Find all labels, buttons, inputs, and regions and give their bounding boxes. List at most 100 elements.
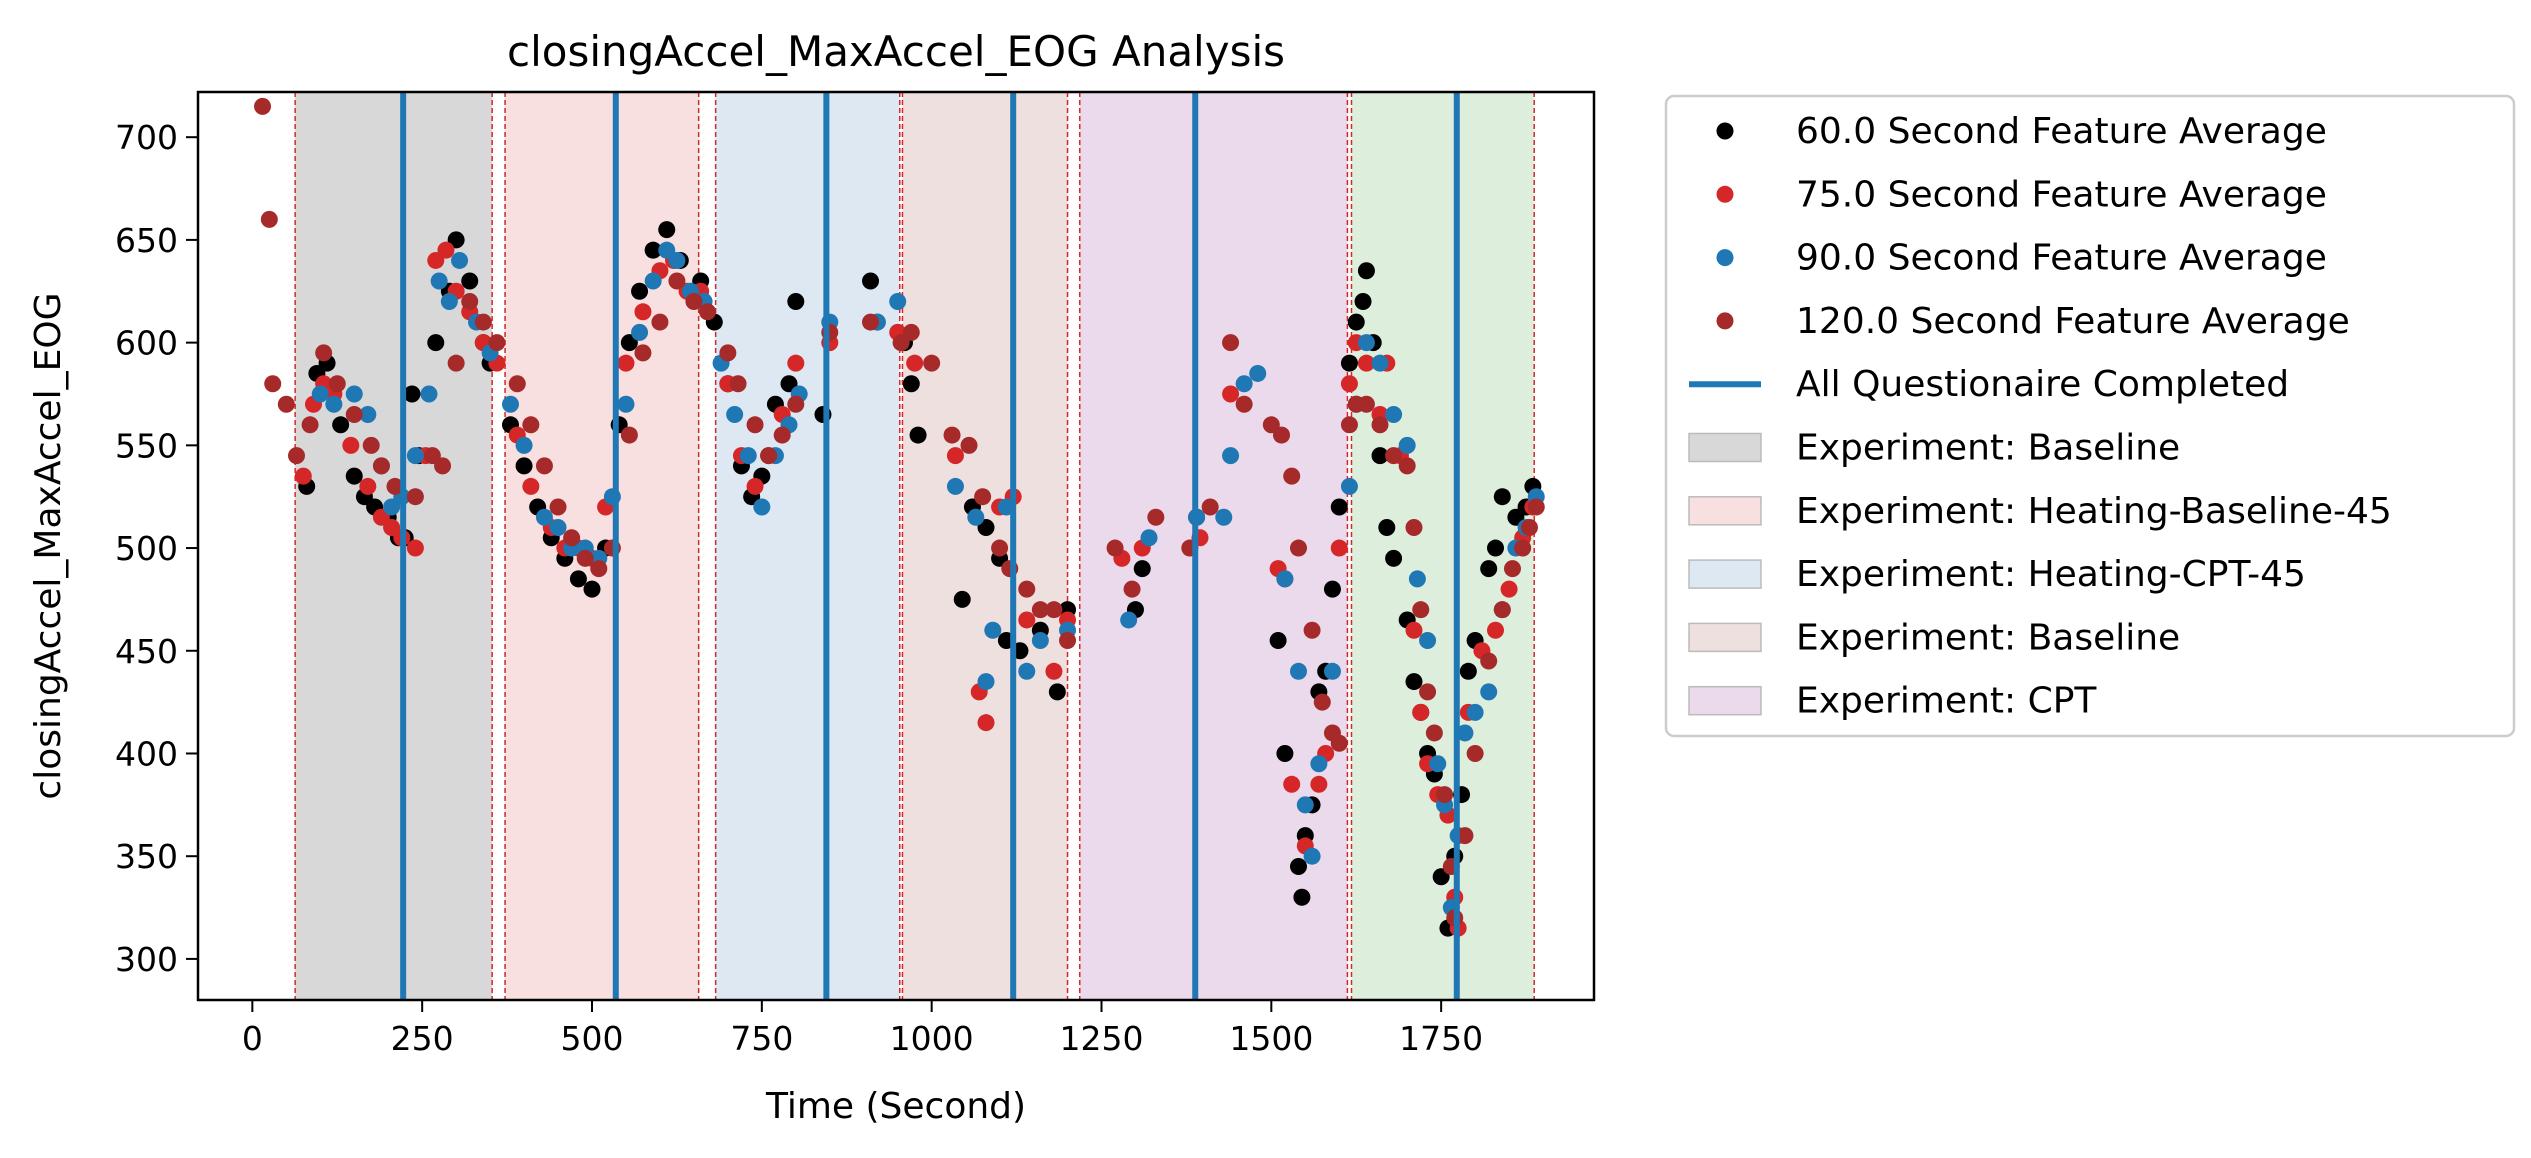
data-point bbox=[773, 426, 791, 444]
data-point bbox=[345, 385, 363, 403]
data-point bbox=[1340, 477, 1358, 495]
data-point bbox=[1289, 662, 1307, 680]
data-point bbox=[1269, 631, 1287, 649]
data-point bbox=[342, 436, 360, 454]
data-point bbox=[1330, 539, 1348, 557]
data-point bbox=[620, 426, 638, 444]
legend-label-series-1: 75.0 Second Feature Average bbox=[1796, 174, 2327, 215]
data-point bbox=[909, 426, 927, 444]
data-point bbox=[569, 570, 587, 588]
data-point bbox=[746, 416, 764, 434]
data-point bbox=[634, 303, 652, 321]
data-point bbox=[1045, 662, 1063, 680]
data-point bbox=[1330, 734, 1348, 752]
data-point bbox=[631, 323, 649, 341]
data-point bbox=[1371, 416, 1389, 434]
legend-marker-2 bbox=[1716, 249, 1734, 267]
experiment-region-2 bbox=[715, 92, 900, 1000]
data-point bbox=[549, 519, 567, 537]
experiment-regions bbox=[295, 92, 1535, 1000]
y-tick-label: 650 bbox=[115, 221, 178, 260]
legend-label-region-4: Experiment: CPT bbox=[1796, 681, 2097, 722]
data-point bbox=[1276, 744, 1294, 762]
experiment-region-5 bbox=[1351, 92, 1535, 1000]
data-point bbox=[501, 395, 519, 413]
data-point bbox=[902, 323, 920, 341]
data-point bbox=[1514, 539, 1532, 557]
data-point bbox=[685, 293, 703, 311]
legend-marker-1 bbox=[1716, 185, 1734, 203]
data-point bbox=[1357, 334, 1375, 352]
data-point bbox=[889, 293, 907, 311]
data-point bbox=[719, 344, 737, 362]
legend-label-series-0: 60.0 Second Feature Average bbox=[1796, 111, 2327, 152]
data-point bbox=[1466, 703, 1484, 721]
data-point bbox=[359, 477, 377, 495]
data-point bbox=[902, 375, 920, 393]
chart-title: closingAccel_MaxAccel_EOG Analysis bbox=[507, 27, 1285, 76]
data-point bbox=[1486, 621, 1504, 639]
data-point bbox=[362, 436, 380, 454]
data-point bbox=[906, 354, 924, 372]
data-point bbox=[1405, 621, 1423, 639]
data-point bbox=[1493, 601, 1511, 619]
data-point bbox=[294, 467, 312, 485]
data-point bbox=[288, 447, 306, 465]
y-tick-label: 300 bbox=[115, 940, 178, 979]
data-point bbox=[1412, 703, 1430, 721]
data-point bbox=[549, 498, 567, 516]
data-point bbox=[1385, 447, 1403, 465]
data-point bbox=[1503, 560, 1521, 578]
data-point bbox=[1313, 693, 1331, 711]
legend-box bbox=[1664, 94, 2516, 738]
data-point bbox=[1429, 755, 1447, 773]
data-point bbox=[1385, 406, 1403, 424]
data-point bbox=[967, 508, 985, 526]
data-point bbox=[583, 580, 601, 598]
data-point bbox=[1456, 724, 1474, 742]
data-point bbox=[474, 313, 492, 331]
data-point bbox=[1480, 560, 1498, 578]
data-point bbox=[753, 498, 771, 516]
data-point bbox=[726, 406, 744, 424]
data-point bbox=[1378, 519, 1396, 537]
legend-marker-0 bbox=[1716, 122, 1734, 140]
data-point bbox=[1273, 426, 1291, 444]
data-point bbox=[1059, 631, 1077, 649]
data-point bbox=[508, 375, 526, 393]
y-tick-label: 700 bbox=[115, 118, 178, 157]
data-point bbox=[1031, 601, 1049, 619]
data-point bbox=[359, 406, 377, 424]
data-point bbox=[1222, 385, 1240, 403]
data-point bbox=[522, 477, 540, 495]
x-tick-label: 1750 bbox=[1399, 1019, 1483, 1058]
data-point bbox=[386, 477, 404, 495]
y-tick-label: 400 bbox=[115, 734, 178, 773]
data-point bbox=[644, 241, 662, 259]
data-point bbox=[1500, 580, 1518, 598]
data-point bbox=[1347, 313, 1365, 331]
data-point bbox=[787, 293, 805, 311]
data-point bbox=[590, 560, 608, 578]
data-point bbox=[960, 436, 978, 454]
data-point bbox=[1018, 662, 1036, 680]
legend-swatch-region-1 bbox=[1688, 496, 1762, 526]
data-point bbox=[1419, 631, 1437, 649]
data-point bbox=[1357, 395, 1375, 413]
data-point bbox=[576, 549, 594, 567]
data-point bbox=[488, 334, 506, 352]
data-point bbox=[1466, 744, 1484, 762]
x-axis-ticks: 0 250 500 750 1000 1250 1500 1750 bbox=[242, 1000, 1483, 1058]
data-point bbox=[617, 354, 635, 372]
data-point bbox=[325, 395, 343, 413]
data-point bbox=[332, 416, 350, 434]
data-point bbox=[264, 375, 282, 393]
data-point bbox=[1289, 539, 1307, 557]
x-tick-label: 750 bbox=[730, 1019, 793, 1058]
data-point bbox=[437, 241, 455, 259]
data-point bbox=[953, 590, 971, 608]
data-point bbox=[1527, 498, 1545, 516]
data-point bbox=[1235, 395, 1253, 413]
legend-label-questionnaire: All Questionaire Completed bbox=[1796, 364, 2289, 405]
y-tick-label: 600 bbox=[115, 324, 178, 363]
